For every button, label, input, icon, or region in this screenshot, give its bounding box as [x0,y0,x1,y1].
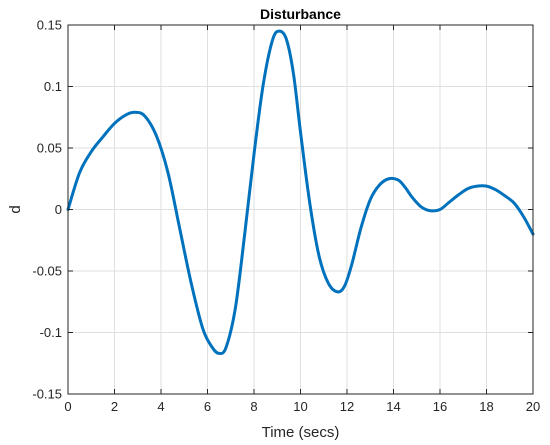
y-tick-label: 0.1 [44,79,62,94]
x-tick-label: 16 [433,399,447,414]
y-tick-label: -0.05 [32,264,62,279]
x-tick-label: 4 [157,399,164,414]
y-tick-label: 0 [55,202,62,217]
y-tick-label: -0.1 [40,325,62,340]
y-axis-label: d [7,205,24,213]
x-tick-label: 18 [479,399,493,414]
x-tick-label: 12 [340,399,354,414]
y-tick-label: 0.15 [37,18,62,33]
x-axis-label: Time (secs) [262,424,340,441]
data-series [66,29,535,356]
tick-marks [67,24,534,395]
disturbance-line [66,29,535,356]
x-tick-label: 2 [111,399,118,414]
x-tick-labels: 0 2 4 6 8 10 12 14 16 18 20 [64,399,540,414]
x-tick-label: 0 [64,399,71,414]
x-tick-label: 6 [204,399,211,414]
x-tick-label: 14 [386,399,400,414]
y-tick-label: -0.15 [32,387,62,402]
y-tick-label: 0.05 [37,141,62,156]
x-tick-label: 10 [293,399,307,414]
x-tick-label: 8 [250,399,257,414]
chart-title: Disturbance [260,6,341,22]
x-tick-label: 20 [526,399,540,414]
y-tick-labels: 0.15 0.1 0.05 0 -0.05 -0.1 -0.15 [32,18,62,402]
